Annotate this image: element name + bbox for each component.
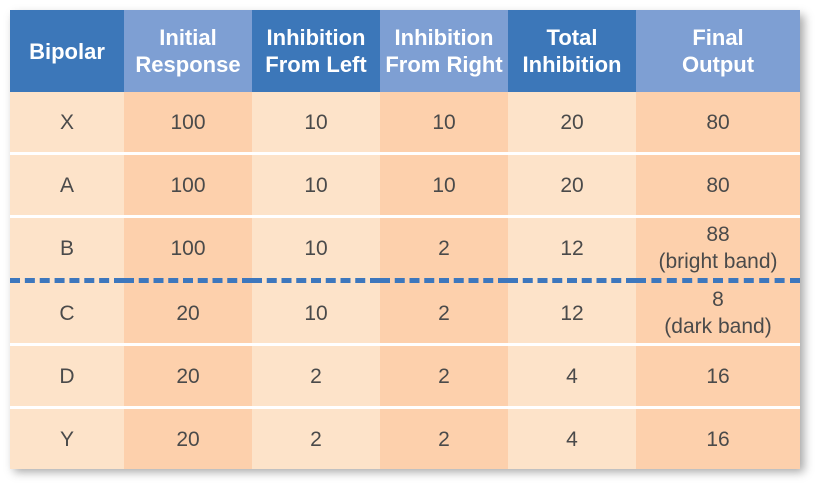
cell-total-inhibition: 12 xyxy=(508,278,636,345)
cell-total-inhibition: 20 xyxy=(508,92,636,154)
cell-bipolar: C xyxy=(10,278,124,345)
table-row: D 20 2 2 4 16 xyxy=(10,343,800,408)
cell-inhibition-left: 2 xyxy=(252,406,380,469)
cell-final-output: 88 (bright band) xyxy=(636,215,800,281)
data-table-frame: Bipolar Initial Response Inhibition From… xyxy=(10,10,800,469)
cell-initial-response: 20 xyxy=(124,278,252,345)
cell-inhibition-right: 10 xyxy=(380,92,508,154)
cell-final-output: 16 xyxy=(636,406,800,469)
header-final-output: Final Output xyxy=(636,10,800,92)
header-inhibition-left: Inhibition From Left xyxy=(252,10,380,92)
cell-final-output: 8 (dark band) xyxy=(636,278,800,345)
header-initial-response: Initial Response xyxy=(124,10,252,92)
cell-bipolar: X xyxy=(10,92,124,154)
cell-inhibition-left: 10 xyxy=(252,215,380,281)
cell-bipolar: D xyxy=(10,343,124,408)
cell-initial-response: 100 xyxy=(124,152,252,217)
header-bipolar: Bipolar xyxy=(10,10,124,92)
cell-initial-response: 20 xyxy=(124,406,252,469)
header-row: Bipolar Initial Response Inhibition From… xyxy=(10,10,800,92)
cell-initial-response: 20 xyxy=(124,343,252,408)
header-total-inhibition: Total Inhibition xyxy=(508,10,636,92)
table-row: C 20 10 2 12 8 (dark band) xyxy=(10,278,800,345)
cell-bipolar: Y xyxy=(10,406,124,469)
cell-inhibition-right: 2 xyxy=(380,278,508,345)
table-row: A 100 10 10 20 80 xyxy=(10,152,800,217)
table-row: X 100 10 10 20 80 xyxy=(10,92,800,154)
cell-inhibition-right: 10 xyxy=(380,152,508,217)
table-row: B 100 10 2 12 88 (bright band) xyxy=(10,215,800,281)
cell-final-output: 80 xyxy=(636,92,800,154)
cell-total-inhibition: 20 xyxy=(508,152,636,217)
cell-bipolar: A xyxy=(10,152,124,217)
cell-initial-response: 100 xyxy=(124,92,252,154)
cell-final-output: 80 xyxy=(636,152,800,217)
cell-initial-response: 100 xyxy=(124,215,252,281)
cell-inhibition-left: 10 xyxy=(252,152,380,217)
cell-inhibition-right: 2 xyxy=(380,215,508,281)
cell-inhibition-left: 10 xyxy=(252,92,380,154)
table-row: Y 20 2 2 4 16 xyxy=(10,406,800,469)
cell-bipolar: B xyxy=(10,215,124,281)
cell-inhibition-left: 2 xyxy=(252,343,380,408)
cell-inhibition-right: 2 xyxy=(380,406,508,469)
cell-total-inhibition: 12 xyxy=(508,215,636,281)
cell-total-inhibition: 4 xyxy=(508,343,636,408)
cell-inhibition-left: 10 xyxy=(252,278,380,345)
header-inhibition-right: Inhibition From Right xyxy=(380,10,508,92)
cell-total-inhibition: 4 xyxy=(508,406,636,469)
cell-final-output: 16 xyxy=(636,343,800,408)
bipolar-inhibition-table: Bipolar Initial Response Inhibition From… xyxy=(10,10,800,469)
cell-inhibition-right: 2 xyxy=(380,343,508,408)
